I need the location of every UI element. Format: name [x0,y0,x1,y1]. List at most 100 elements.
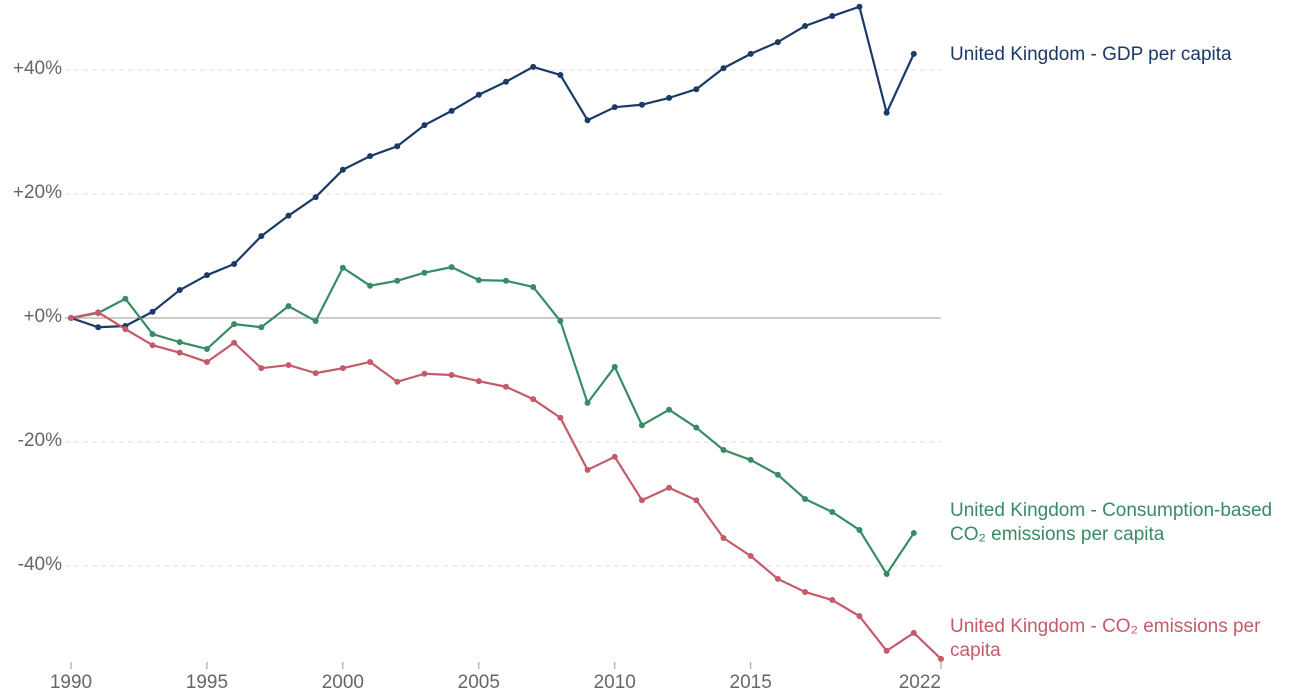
series-point [312,318,319,325]
series-point [394,378,401,385]
series-point [176,287,183,294]
series-point [203,358,210,365]
series-point [503,78,509,85]
series-point [285,303,292,310]
series-point [421,122,428,129]
series-point [747,456,754,463]
series-point [339,166,346,173]
series-line [70,5,915,329]
series-point [802,588,809,595]
series-label: United Kingdom - CO₂ emissions per capita [950,616,1261,661]
series-point [149,331,156,338]
series-point [666,406,673,413]
series-point [584,399,591,406]
series-point [910,629,917,636]
series-point [231,339,238,346]
series-point [774,471,781,478]
series-point [149,342,156,349]
series-point [774,39,781,46]
series-point [720,535,727,542]
series-point [231,261,238,268]
series-point [95,309,102,316]
series-label-group: United Kingdom - Consumption-based CO₂ em… [950,500,1272,545]
series-point [503,277,509,284]
series-point [122,295,129,302]
series-point [774,575,781,582]
series-point [448,264,455,271]
series-point [394,277,401,284]
series-point [95,324,102,331]
series-point [747,552,754,559]
x-tick-label: 2005 [458,672,500,693]
series-point [584,117,591,124]
y-tick-label: -40% [18,554,62,575]
series-point [339,365,346,372]
series-point [448,107,455,114]
series-point [829,13,836,20]
series-label-group: United Kingdom - CO₂ emissions per capita [950,616,1261,661]
series-point [802,495,809,502]
series-line [70,311,942,660]
series-point [312,194,319,201]
series-point [258,365,265,372]
series-label: United Kingdom - Consumption-based CO₂ em… [950,500,1272,545]
series-point [530,63,537,70]
series-point [448,371,455,378]
series-point [231,321,238,328]
series-point [856,613,863,620]
series-point [720,446,727,453]
series-point [339,264,346,271]
series-point [910,50,917,57]
series-label-group: United Kingdom - GDP per capita [950,44,1232,65]
series-point [367,282,374,289]
y-tick-label: +40% [13,58,62,79]
series-point [666,94,673,101]
series-point [557,414,564,421]
series-point [176,339,183,346]
series-point [394,143,401,150]
series-point [503,383,509,390]
x-tick-label: 1995 [186,672,228,693]
series-point [530,283,537,290]
series-point [666,484,673,491]
y-tick-label: +0% [23,306,62,327]
series-line [70,266,915,576]
series-point [258,324,265,331]
series-point [312,370,319,377]
series-point [367,153,374,160]
series-point [611,453,618,460]
series-point [611,104,618,111]
series-point [910,530,917,537]
series-point [638,101,645,108]
series-point [421,370,428,377]
series-point [802,22,809,29]
series-point [883,570,890,577]
series-point [557,71,564,78]
x-tick-label: 2010 [594,672,636,693]
series-point [475,91,482,98]
series-point [856,3,863,10]
series-point [421,269,428,276]
series-point [285,362,292,369]
series-point [68,314,74,321]
series-point [285,212,292,219]
x-tick-label: 1990 [50,672,92,693]
series-point [856,526,863,533]
series-point [638,422,645,429]
series-point [883,109,890,116]
series-point [720,65,727,72]
series-point [475,277,482,284]
series-point [638,497,645,504]
x-tick-label: 2022 [899,672,941,693]
series-point [149,308,156,315]
series-point [747,50,754,57]
y-tick-label: +20% [13,182,62,203]
series-point [176,349,183,356]
series-point [367,358,374,365]
series-point [203,345,210,352]
series-point [122,326,129,333]
series-point [258,233,265,240]
x-tick-label: 2015 [730,672,772,693]
series-point [883,647,890,654]
